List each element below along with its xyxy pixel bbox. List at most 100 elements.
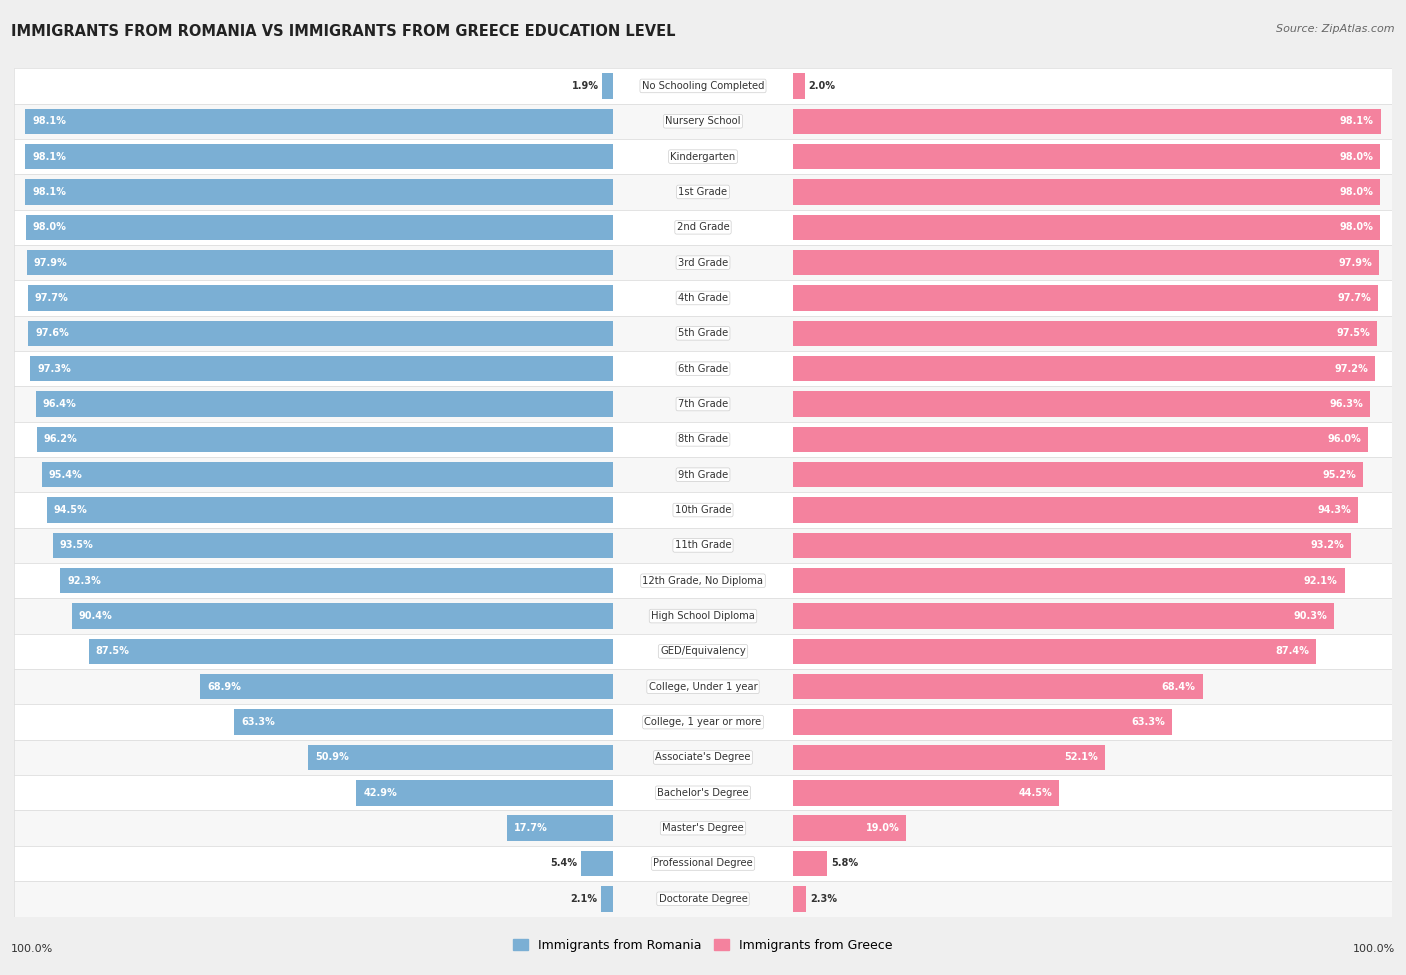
Bar [793,639,1316,664]
Text: 63.3%: 63.3% [240,717,274,727]
Text: 92.1%: 92.1% [1303,575,1337,586]
Bar [14,351,1392,386]
Text: 90.4%: 90.4% [79,611,112,621]
Text: 96.0%: 96.0% [1327,434,1361,445]
Bar [25,179,613,205]
Bar [233,710,613,735]
Text: 97.5%: 97.5% [1336,329,1369,338]
Bar [600,886,613,912]
Text: 2nd Grade: 2nd Grade [676,222,730,232]
Bar [356,780,613,805]
Text: 4th Grade: 4th Grade [678,292,728,303]
Bar [793,815,907,840]
Bar [14,103,1392,138]
Text: 97.9%: 97.9% [1339,257,1372,268]
Bar [793,214,1379,240]
Text: 17.7%: 17.7% [515,823,548,834]
Text: 97.7%: 97.7% [1337,292,1371,303]
Bar [14,281,1392,316]
Bar [793,462,1364,488]
Bar [14,846,1392,881]
Text: 68.4%: 68.4% [1161,682,1195,692]
Bar [201,674,613,699]
Bar [793,710,1173,735]
Bar [793,851,827,877]
Text: Bachelor's Degree: Bachelor's Degree [657,788,749,798]
Text: 98.0%: 98.0% [1339,187,1374,197]
Text: Kindergarten: Kindergarten [671,151,735,162]
Bar [14,810,1392,846]
Bar [14,881,1392,916]
Bar [14,210,1392,245]
Text: 98.0%: 98.0% [1339,222,1374,232]
Text: Associate's Degree: Associate's Degree [655,753,751,762]
Text: 6th Grade: 6th Grade [678,364,728,373]
Text: 2.1%: 2.1% [571,894,598,904]
Bar [31,356,613,381]
Bar [793,73,804,98]
Text: 97.2%: 97.2% [1334,364,1368,373]
Text: 87.4%: 87.4% [1275,646,1309,656]
Text: 97.9%: 97.9% [34,257,67,268]
Bar [28,321,613,346]
Text: 5.8%: 5.8% [831,858,858,869]
Bar [28,286,613,311]
Bar [14,138,1392,175]
Bar [793,427,1368,452]
Text: 100.0%: 100.0% [1353,944,1395,954]
Text: 68.9%: 68.9% [207,682,242,692]
Bar [14,634,1392,669]
Bar [25,108,613,134]
Text: 19.0%: 19.0% [866,823,900,834]
Text: 94.3%: 94.3% [1317,505,1351,515]
Text: 93.5%: 93.5% [60,540,94,551]
Bar [793,179,1379,205]
Text: College, 1 year or more: College, 1 year or more [644,717,762,727]
Text: 100.0%: 100.0% [11,944,53,954]
Bar [14,421,1392,457]
Bar [14,68,1392,103]
Text: 92.3%: 92.3% [67,575,101,586]
Bar [53,532,613,558]
Bar [793,780,1059,805]
Text: 95.4%: 95.4% [49,470,83,480]
Text: 94.5%: 94.5% [53,505,87,515]
Bar [508,815,613,840]
Text: GED/Equivalency: GED/Equivalency [661,646,745,656]
Bar [14,457,1392,492]
Bar [793,356,1375,381]
Bar [793,497,1358,523]
Bar [14,386,1392,421]
Text: 50.9%: 50.9% [315,753,349,762]
Text: 10th Grade: 10th Grade [675,505,731,515]
Text: 63.3%: 63.3% [1132,717,1166,727]
Text: 98.1%: 98.1% [1340,116,1374,127]
Bar [46,497,613,523]
Text: 98.1%: 98.1% [32,116,66,127]
Bar [308,745,613,770]
Text: 2.3%: 2.3% [810,894,837,904]
Bar [793,321,1376,346]
Text: 11th Grade: 11th Grade [675,540,731,551]
Bar [14,704,1392,740]
Text: IMMIGRANTS FROM ROMANIA VS IMMIGRANTS FROM GREECE EDUCATION LEVEL: IMMIGRANTS FROM ROMANIA VS IMMIGRANTS FR… [11,24,676,39]
Bar [14,740,1392,775]
Bar [72,604,613,629]
Text: 96.3%: 96.3% [1329,399,1362,410]
Text: 98.0%: 98.0% [1339,151,1374,162]
Text: Source: ZipAtlas.com: Source: ZipAtlas.com [1277,24,1395,34]
Bar [14,775,1392,810]
Bar [14,316,1392,351]
Text: 7th Grade: 7th Grade [678,399,728,410]
Bar [793,532,1351,558]
Bar [793,391,1369,416]
Text: 1st Grade: 1st Grade [679,187,727,197]
Text: 96.4%: 96.4% [42,399,76,410]
Bar [14,245,1392,281]
Bar [25,144,613,170]
Bar [89,639,613,664]
Bar [793,604,1334,629]
Text: 87.5%: 87.5% [96,646,129,656]
Text: Nursery School: Nursery School [665,116,741,127]
Text: 12th Grade, No Diploma: 12th Grade, No Diploma [643,575,763,586]
